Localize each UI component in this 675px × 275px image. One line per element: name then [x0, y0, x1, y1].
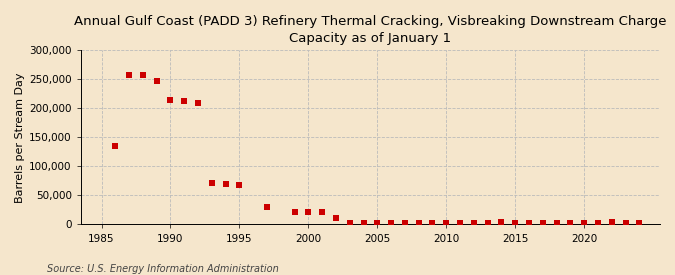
Point: [303, 210, 314, 214]
Point: [192, 100, 203, 105]
Point: [317, 210, 327, 214]
Point: [468, 221, 479, 225]
Point: [400, 221, 410, 225]
Point: [151, 78, 162, 83]
Point: [606, 219, 617, 224]
Point: [482, 221, 493, 225]
Point: [565, 221, 576, 225]
Point: [578, 221, 589, 225]
Y-axis label: Barrels per Stream Day: Barrels per Stream Day: [15, 72, 25, 203]
Point: [220, 182, 231, 186]
Point: [165, 97, 176, 102]
Point: [124, 73, 134, 77]
Point: [441, 221, 452, 225]
Point: [207, 180, 217, 185]
Point: [620, 221, 631, 225]
Point: [385, 221, 396, 225]
Point: [234, 183, 245, 187]
Point: [358, 221, 369, 225]
Point: [427, 221, 438, 225]
Point: [496, 219, 507, 224]
Point: [537, 221, 548, 225]
Point: [510, 221, 520, 225]
Point: [344, 221, 355, 225]
Point: [372, 221, 383, 225]
Point: [413, 221, 424, 225]
Point: [524, 221, 535, 225]
Point: [138, 73, 148, 77]
Point: [110, 144, 121, 148]
Point: [331, 215, 342, 220]
Point: [634, 221, 645, 225]
Point: [262, 205, 273, 209]
Title: Annual Gulf Coast (PADD 3) Refinery Thermal Cracking, Visbreaking Downstream Cha: Annual Gulf Coast (PADD 3) Refinery Ther…: [74, 15, 667, 45]
Text: Source: U.S. Energy Information Administration: Source: U.S. Energy Information Administ…: [47, 264, 279, 274]
Point: [593, 221, 603, 225]
Point: [455, 221, 466, 225]
Point: [289, 210, 300, 214]
Point: [179, 99, 190, 104]
Point: [551, 221, 562, 225]
